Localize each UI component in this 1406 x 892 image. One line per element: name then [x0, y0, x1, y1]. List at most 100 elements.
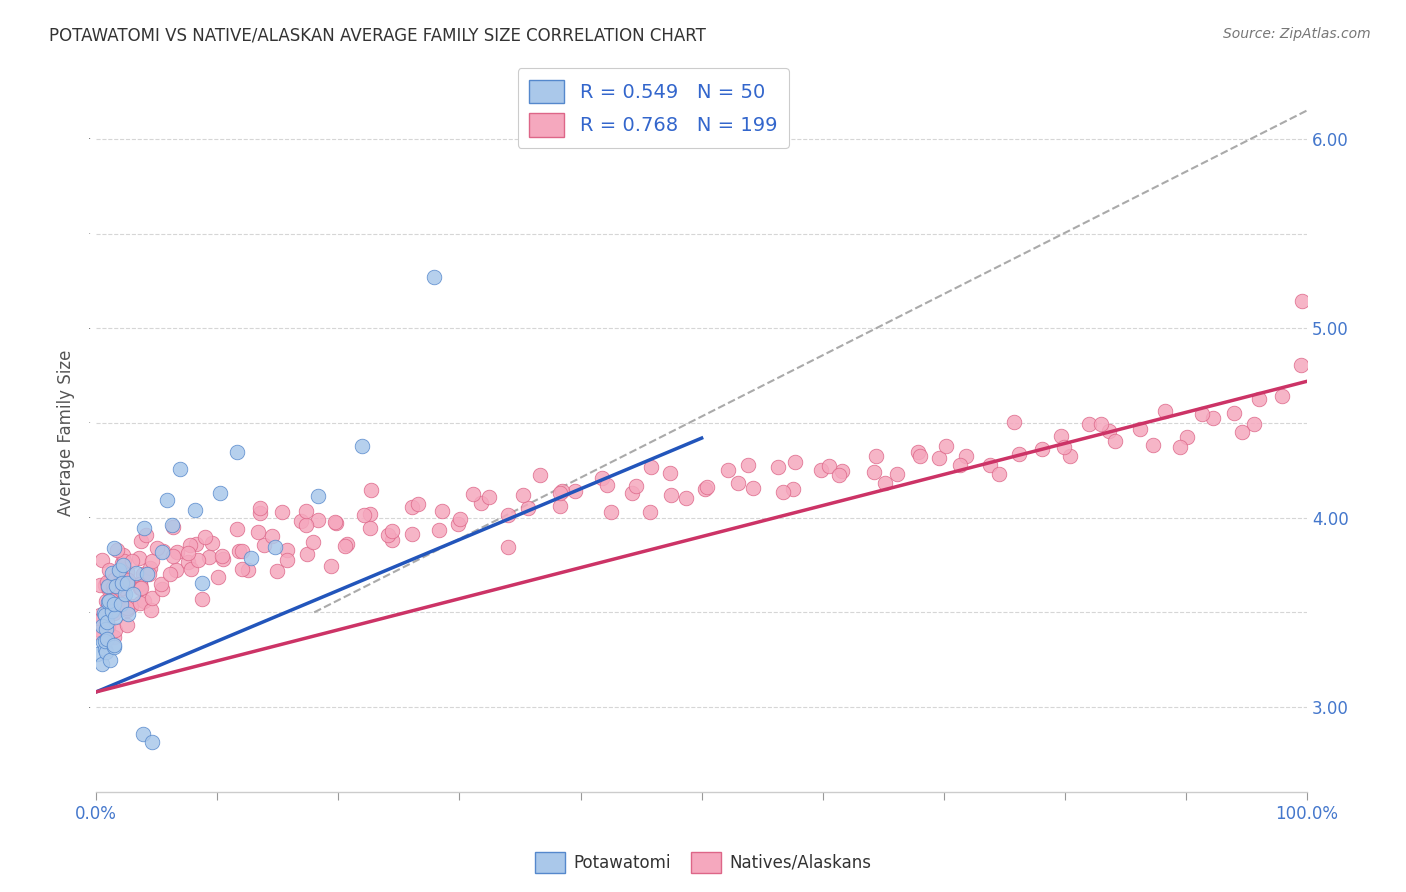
- Point: [96, 575, 118, 590]
- Point: [659, 466, 682, 480]
- Point: [377, 527, 399, 541]
- Point: [336, 537, 359, 551]
- Point: [93, 634, 115, 648]
- Point: [295, 504, 318, 518]
- Point: [104, 580, 127, 594]
- Point: [86, 647, 108, 661]
- Point: [1191, 407, 1213, 421]
- Point: [253, 538, 276, 552]
- Point: [591, 471, 613, 485]
- Point: [132, 593, 155, 607]
- Point: [1129, 422, 1152, 436]
- Point: [93, 610, 115, 624]
- Point: [201, 535, 224, 549]
- Point: [110, 581, 132, 595]
- Point: [988, 467, 1011, 481]
- Point: [423, 270, 446, 285]
- Point: [98, 593, 121, 607]
- Point: [449, 512, 471, 526]
- Point: [132, 567, 155, 582]
- Point: [100, 593, 122, 607]
- Point: [548, 499, 571, 513]
- Text: POTAWATOMI VS NATIVE/ALASKAN AVERAGE FAMILY SIZE CORRELATION CHART: POTAWATOMI VS NATIVE/ALASKAN AVERAGE FAM…: [49, 27, 706, 45]
- Point: [149, 577, 172, 591]
- Point: [498, 541, 520, 555]
- Point: [516, 500, 538, 515]
- Point: [1049, 428, 1071, 442]
- Point: [94, 578, 117, 592]
- Point: [156, 492, 179, 507]
- Legend: R = 0.549   N = 50, R = 0.768   N = 199: R = 0.549 N = 50, R = 0.768 N = 199: [517, 68, 789, 148]
- Point: [104, 573, 127, 587]
- Point: [238, 563, 260, 577]
- Point: [101, 604, 124, 618]
- Point: [183, 503, 205, 517]
- Point: [87, 614, 110, 628]
- Point: [290, 514, 312, 528]
- Point: [114, 587, 136, 601]
- Point: [512, 488, 534, 502]
- Point: [263, 540, 285, 554]
- Point: [121, 554, 143, 568]
- Point: [380, 533, 402, 548]
- Point: [98, 599, 121, 613]
- Point: [138, 566, 160, 581]
- Point: [430, 504, 453, 518]
- Point: [120, 599, 142, 614]
- Point: [89, 612, 111, 626]
- Point: [640, 460, 662, 475]
- Point: [828, 468, 851, 483]
- Point: [128, 577, 150, 591]
- Point: [295, 547, 318, 561]
- Point: [125, 566, 148, 580]
- Point: [131, 534, 153, 549]
- Point: [955, 450, 977, 464]
- Point: [276, 553, 298, 567]
- Point: [696, 480, 718, 494]
- Point: [111, 548, 134, 562]
- Point: [447, 516, 470, 531]
- Point: [325, 516, 347, 531]
- Point: [228, 544, 250, 558]
- Point: [141, 735, 163, 749]
- Point: [1202, 411, 1225, 425]
- Point: [98, 598, 121, 612]
- Point: [353, 508, 375, 523]
- Point: [461, 487, 484, 501]
- Point: [741, 481, 763, 495]
- Point: [97, 620, 120, 634]
- Point: [675, 491, 697, 506]
- Point: [131, 727, 153, 741]
- Point: [87, 624, 110, 639]
- Point: [295, 517, 318, 532]
- Point: [94, 607, 117, 622]
- Point: [107, 595, 129, 609]
- Point: [97, 595, 120, 609]
- Point: [103, 638, 125, 652]
- Point: [717, 463, 740, 477]
- Point: [91, 634, 114, 648]
- Point: [101, 566, 124, 580]
- Point: [103, 597, 125, 611]
- Point: [737, 458, 759, 473]
- Point: [1142, 437, 1164, 451]
- Point: [103, 630, 125, 644]
- Point: [89, 608, 111, 623]
- Point: [176, 546, 198, 560]
- Point: [350, 439, 373, 453]
- Point: [121, 586, 143, 600]
- Point: [1223, 406, 1246, 420]
- Point: [785, 455, 807, 469]
- Point: [529, 468, 551, 483]
- Point: [226, 445, 249, 459]
- Point: [401, 527, 423, 541]
- Point: [90, 657, 112, 672]
- Point: [93, 606, 115, 620]
- Point: [115, 603, 138, 617]
- Point: [191, 576, 214, 591]
- Point: [115, 601, 138, 615]
- Point: [112, 554, 135, 568]
- Point: [94, 641, 117, 656]
- Point: [831, 464, 853, 478]
- Point: [146, 541, 169, 556]
